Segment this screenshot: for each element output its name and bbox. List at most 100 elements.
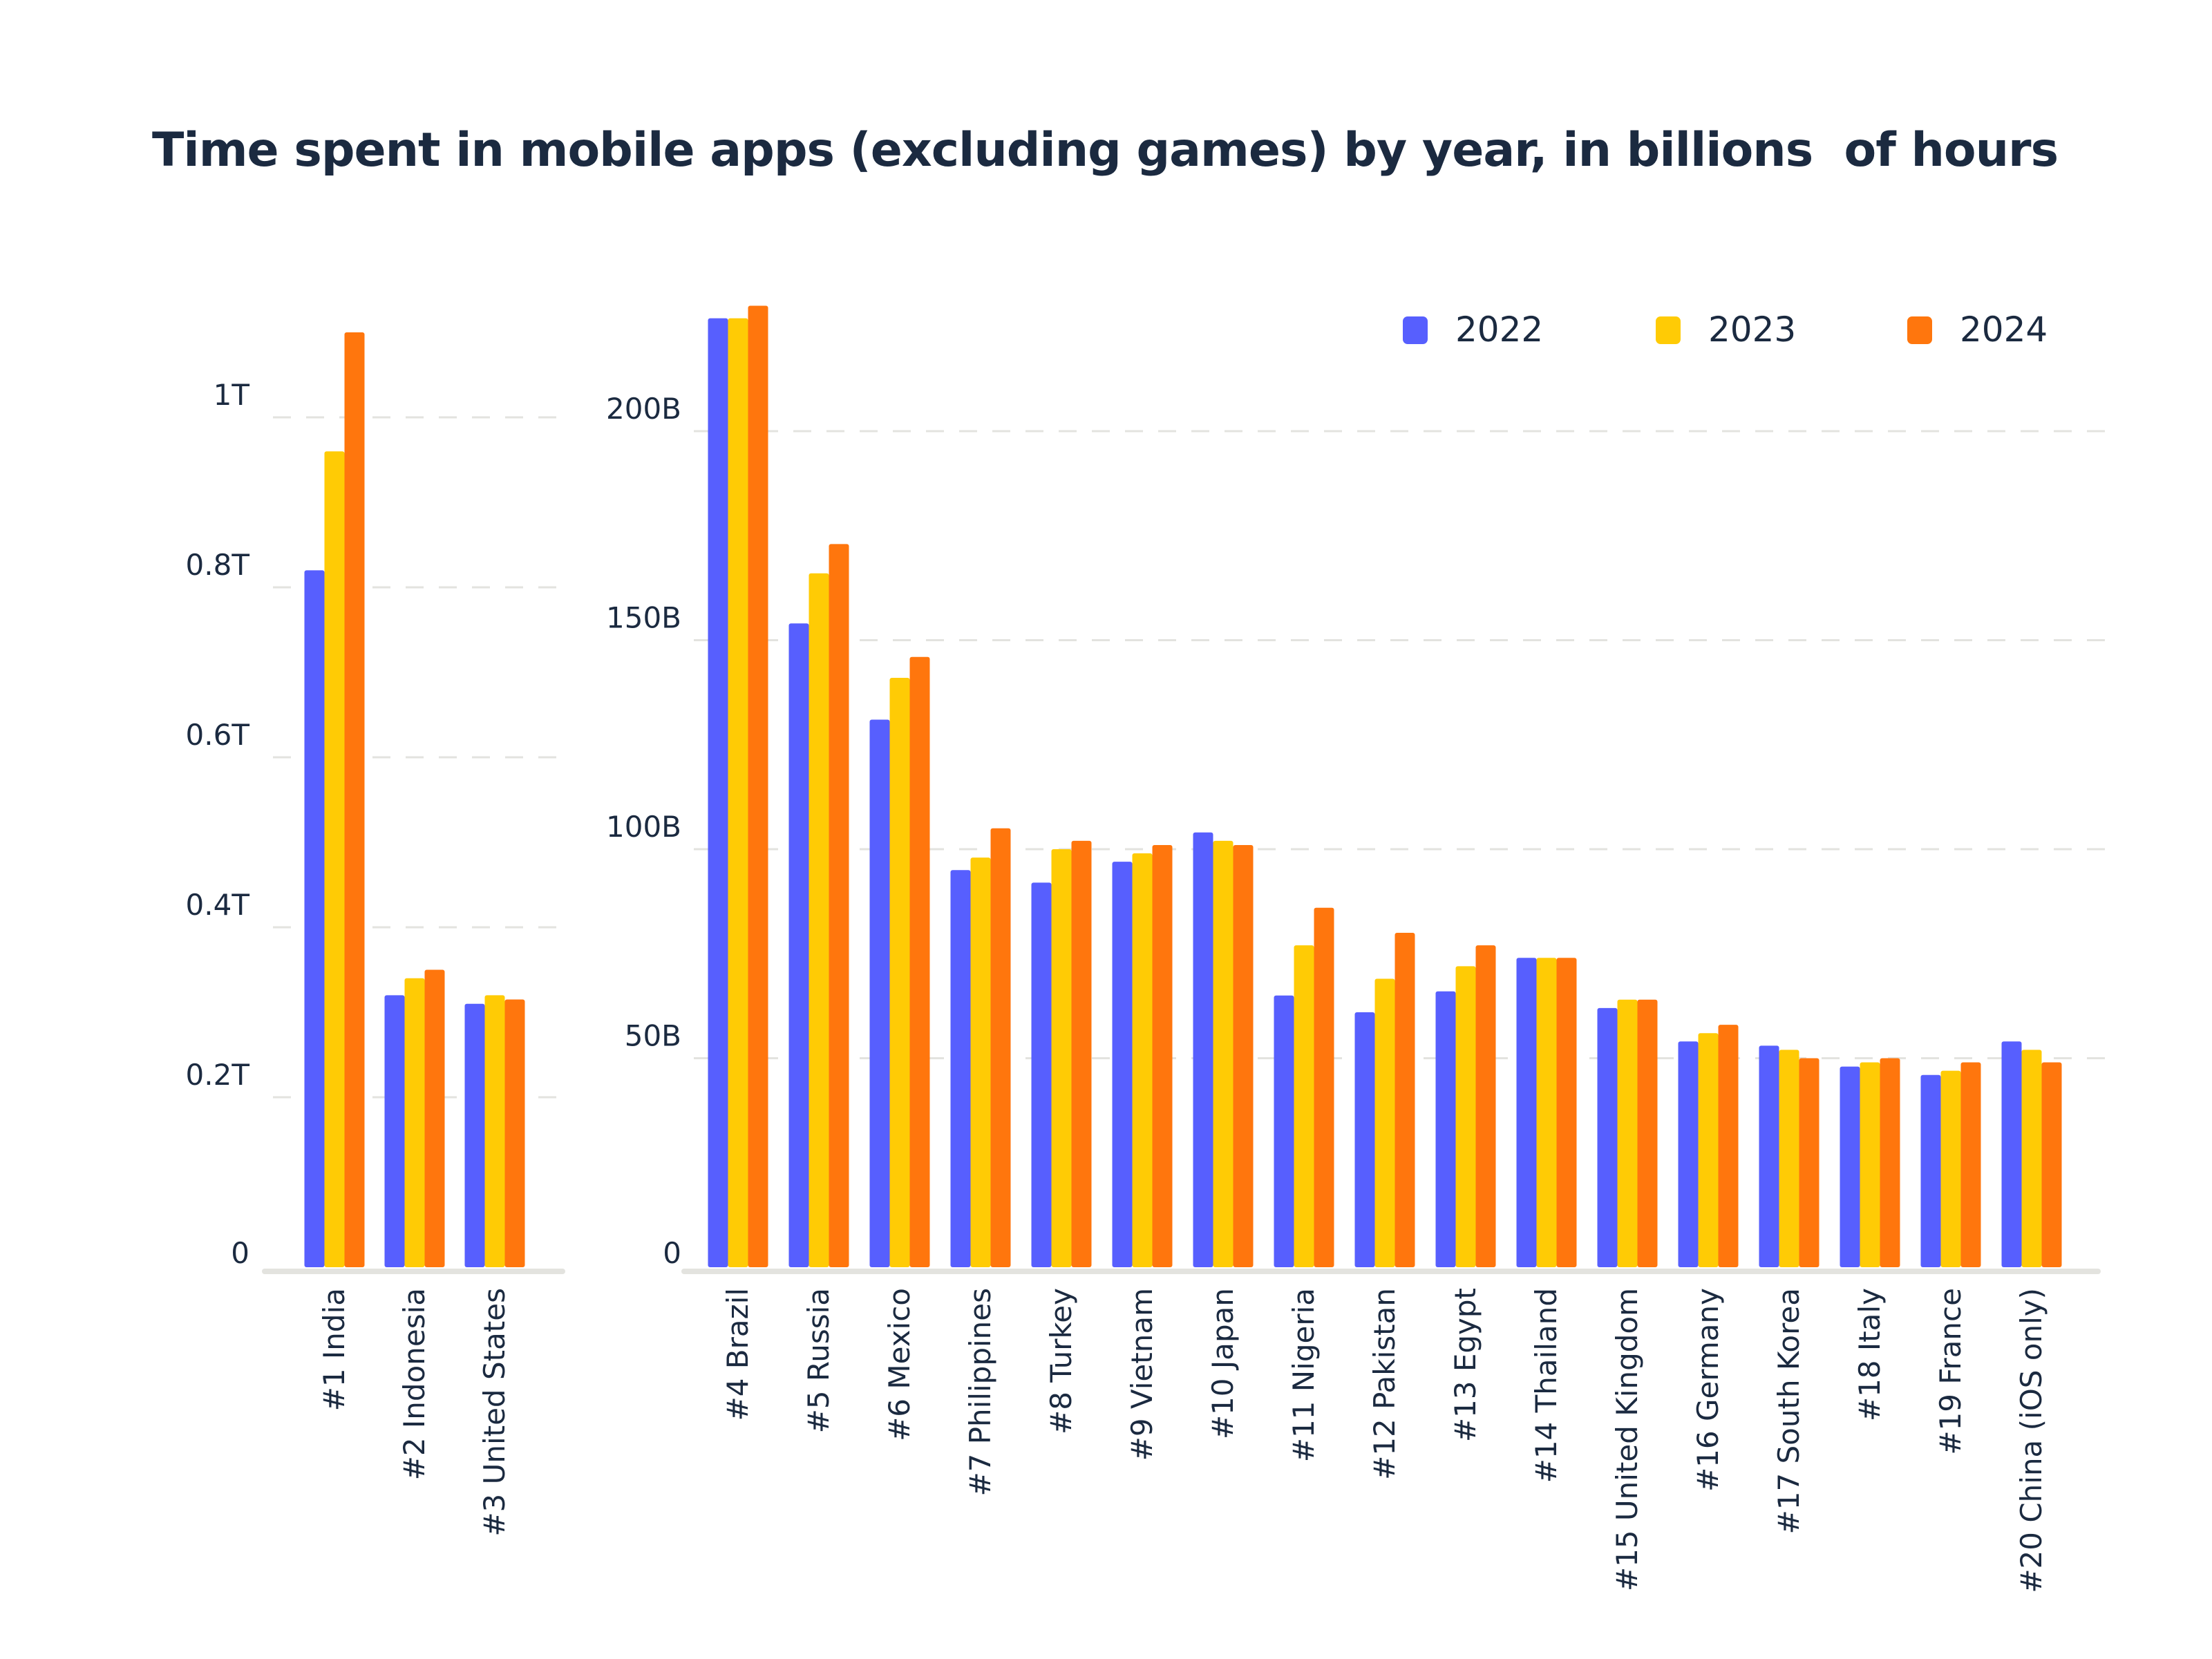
bar-2022--13-egypt [1435,991,1456,1267]
bar-2022--11-nigeria [1274,995,1294,1267]
bar-2024--6-mexico [909,656,930,1267]
y-tick-label: 0.2T [186,1058,250,1092]
bar-2022--10-japan [1193,832,1213,1267]
bar-2022--20-china-ios-only- [2001,1041,2022,1267]
bar-2023--12-pakistan [1374,978,1395,1267]
bar-2022--6-mexico [869,719,890,1267]
legend-label-2023: 2023 [1708,310,1796,350]
x-tick-label: #12 Pakistan [1368,1288,1401,1480]
y-tick-label: 100B [606,810,681,844]
bar-2024--14-thailand [1556,958,1577,1267]
x-tick-label: #11 Nigeria [1287,1288,1321,1462]
bar-2023--15-united-kingdom [1617,999,1638,1267]
bar-2023--1-india [324,451,345,1268]
bar-2024--18-italy [1880,1058,1900,1267]
bar-2023--10-japan [1213,840,1233,1267]
bar-2022--4-brazil [708,318,728,1267]
bar-2024--3-united-states [504,999,525,1267]
bar-2023--5-russia [809,573,829,1267]
bar-2023--19-france [1940,1070,1961,1267]
bar-2023--13-egypt [1455,966,1476,1267]
bar-2024--10-japan [1233,844,1254,1267]
x-tick-label: #16 Germany [1691,1288,1725,1492]
bar-2024--17-south-korea [1799,1058,1819,1267]
y-tick-label: 200B [606,392,681,426]
x-tick-label: #9 Vietnam [1125,1288,1159,1461]
x-tick-label: #7 Philippines [963,1288,997,1497]
bar-2022--1-india [304,570,325,1267]
y-tick-label: 0.6T [186,718,250,752]
bar-2023--3-united-states [484,995,505,1267]
bar-2022--8-turkey [1031,882,1052,1267]
bar-2022--19-france [1920,1074,1941,1267]
bar-2022--17-south-korea [1759,1045,1779,1267]
bar-2022--12-pakistan [1354,1012,1375,1267]
bar-2022--2-indonesia [384,995,405,1267]
legend-swatch-2022 [1403,316,1428,344]
bar-2024--13-egypt [1475,945,1496,1267]
bar-2023--6-mexico [889,677,910,1267]
bar-2024--11-nigeria [1314,907,1334,1267]
bar-2024--8-turkey [1071,840,1092,1267]
legend-swatch-2023 [1656,316,1681,344]
x-tick-label: #17 South Korea [1772,1288,1806,1534]
x-tick-label: #3 United States [478,1288,511,1537]
y-tick-label: 0.8T [186,548,250,582]
bar-2023--7-philippines [970,857,991,1267]
y-tick-label: 0.4T [186,888,250,922]
x-tick-label: #6 Mexico [882,1288,916,1441]
bar-2022--16-germany [1678,1041,1699,1267]
bar-2024--7-philippines [990,828,1011,1267]
bar-2023--4-brazil [728,318,748,1267]
y-tick-label: 50B [625,1019,681,1053]
bar-2023--16-germany [1698,1033,1719,1267]
y-tick-label: 0 [663,1236,681,1270]
bar-2022--9-vietnam [1112,862,1133,1267]
x-tick-label: #18 Italy [1853,1288,1887,1421]
bar-2023--2-indonesia [404,978,425,1267]
bar-2024--9-vietnam [1152,844,1173,1267]
x-tick-label: #19 France [1934,1288,1967,1455]
legend-label-2024: 2024 [1960,310,2048,350]
x-tick-label: #13 Egypt [1448,1288,1482,1442]
x-tick-label: #4 Brazil [721,1288,755,1421]
legend-swatch-2024 [1907,316,1932,344]
legend-label-2022: 2022 [1455,310,1543,350]
y-tick-label: 0 [231,1236,249,1270]
bar-2022--18-italy [1840,1066,1860,1267]
bar-2023--18-italy [1860,1062,1880,1267]
x-tick-label: #1 India [317,1288,351,1411]
bar-2024--2-indonesia [424,969,445,1267]
bar-2022--7-philippines [950,870,971,1267]
bar-2022--3-united-states [464,1003,485,1267]
x-tick-label: #8 Turkey [1044,1288,1078,1434]
chart-title: Time spent in mobile apps (excluding gam… [152,123,2059,178]
bar-2024--15-united-kingdom [1637,999,1658,1267]
bar-2022--5-russia [788,623,809,1267]
x-tick-label: #10 Japan [1206,1288,1240,1439]
bar-2024--19-france [1960,1062,1981,1267]
bar-2022--15-united-kingdom [1597,1007,1618,1267]
bar-2022--14-thailand [1516,958,1537,1267]
bar-2024--16-germany [1718,1025,1739,1267]
bar-2024--4-brazil [748,305,768,1267]
bar-2024--20-china-ios-only- [2041,1062,2062,1267]
bar-2023--14-thailand [1536,958,1557,1267]
bar-2024--12-pakistan [1395,933,1415,1267]
x-tick-label: #14 Thailand [1529,1288,1563,1483]
y-tick-label: 150B [606,601,681,635]
bar-2024--5-russia [829,544,849,1267]
x-tick-label: #15 United Kingdom [1610,1288,1644,1591]
bar-2024--1-india [344,332,365,1267]
bar-2023--8-turkey [1051,849,1072,1267]
bar-2023--11-nigeria [1294,945,1314,1267]
x-tick-label: #2 Indonesia [397,1288,431,1480]
bar-2023--20-china-ios-only- [2021,1050,2042,1267]
x-tick-label: #5 Russia [802,1288,835,1433]
x-tick-label: #20 China (iOS only) [2014,1288,2048,1593]
bar-2023--17-south-korea [1779,1050,1799,1267]
y-tick-label: 1T [214,378,250,412]
bar-2023--9-vietnam [1132,853,1153,1267]
